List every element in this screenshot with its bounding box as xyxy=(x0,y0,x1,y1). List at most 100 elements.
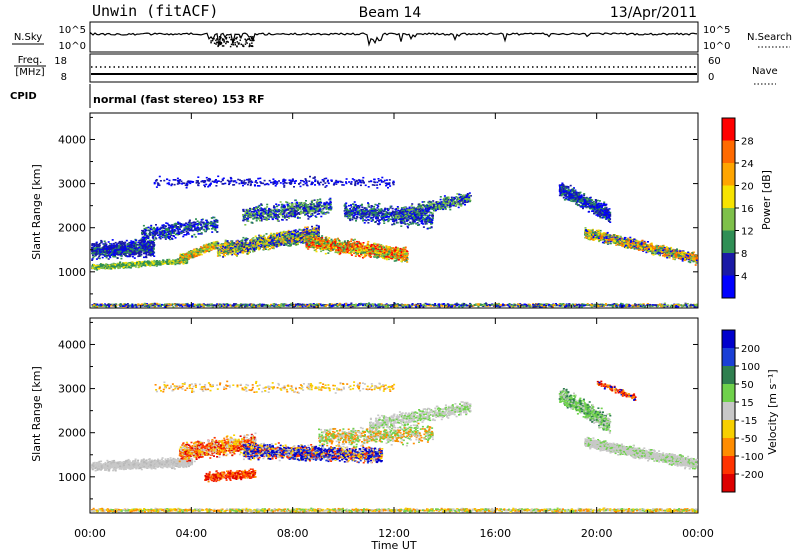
data-pixel xyxy=(329,197,332,200)
data-pixel xyxy=(140,264,143,266)
data-pixel xyxy=(165,229,168,232)
data-pixel xyxy=(102,246,105,249)
data-pixel xyxy=(265,219,268,221)
data-pixel xyxy=(131,241,134,243)
data-pixel xyxy=(123,242,126,245)
data-pixel xyxy=(197,229,200,231)
data-pixel xyxy=(275,245,278,248)
data-pixel xyxy=(117,267,120,270)
data-pixel xyxy=(196,249,199,251)
data-pixel xyxy=(151,260,153,263)
data-pixel xyxy=(109,247,112,249)
data-pixel xyxy=(208,222,211,224)
data-pixel xyxy=(107,267,110,270)
data-pixel xyxy=(248,213,251,216)
data-pixel xyxy=(290,215,293,218)
data-pixel xyxy=(217,248,220,250)
data-pixel xyxy=(269,214,272,217)
data-pixel xyxy=(179,254,182,257)
data-pixel xyxy=(298,228,301,231)
data-pixel xyxy=(244,249,247,252)
data-pixel xyxy=(276,208,279,211)
data-pixel xyxy=(261,241,264,243)
data-pixel xyxy=(193,252,195,254)
data-pixel xyxy=(100,247,103,250)
data-pixel xyxy=(184,261,187,263)
data-pixel xyxy=(261,244,264,246)
data-pixel xyxy=(142,262,145,265)
data-pixel xyxy=(104,253,107,256)
data-pixel xyxy=(301,232,304,234)
data-pixel xyxy=(180,258,183,260)
data-pixel xyxy=(307,209,310,211)
data-pixel xyxy=(168,260,171,262)
data-pixel xyxy=(119,261,121,264)
data-pixel xyxy=(167,231,170,233)
noise-search-dot xyxy=(231,41,234,44)
data-pixel xyxy=(153,226,156,229)
data-pixel xyxy=(198,221,201,224)
data-pixel xyxy=(260,239,263,241)
data-pixel xyxy=(163,262,166,265)
data-pixel xyxy=(134,263,137,265)
data-pixel xyxy=(157,263,160,266)
data-pixel xyxy=(280,237,283,239)
data-pixel xyxy=(247,210,250,212)
data-pixel xyxy=(177,221,180,224)
data-pixel xyxy=(303,231,306,234)
data-pixel xyxy=(153,239,156,241)
data-pixel xyxy=(283,231,286,233)
data-pixel xyxy=(300,201,303,204)
data-pixel xyxy=(116,244,119,247)
data-pixel xyxy=(193,225,196,227)
data-pixel xyxy=(91,258,94,260)
data-pixel xyxy=(243,244,246,246)
data-pixel xyxy=(111,239,114,241)
data-pixel xyxy=(201,225,204,228)
data-pixel xyxy=(211,226,214,229)
data-pixel xyxy=(142,247,144,250)
data-pixel xyxy=(320,202,323,204)
data-pixel xyxy=(147,243,149,245)
data-pixel xyxy=(243,249,245,252)
data-pixel xyxy=(259,238,262,241)
data-pixel xyxy=(293,229,296,232)
data-pixel xyxy=(267,243,270,246)
data-pixel xyxy=(270,234,272,237)
data-pixel xyxy=(244,242,247,245)
data-pixel xyxy=(192,251,194,253)
data-pixel xyxy=(311,210,314,212)
noise-search-dot xyxy=(219,42,222,45)
data-pixel xyxy=(139,239,142,242)
data-pixel xyxy=(281,204,284,206)
data-pixel xyxy=(131,251,134,254)
data-pixel xyxy=(283,210,286,213)
data-pixel xyxy=(253,249,256,252)
data-pixel xyxy=(194,252,197,255)
data-pixel xyxy=(257,247,259,249)
data-pixel xyxy=(119,243,122,245)
data-pixel xyxy=(298,241,301,243)
data-pixel xyxy=(182,259,185,262)
data-pixel xyxy=(185,255,188,257)
data-pixel xyxy=(285,231,288,233)
data-pixel xyxy=(129,253,132,256)
data-pixel xyxy=(306,212,309,214)
data-pixel xyxy=(204,230,207,233)
data-pixel xyxy=(283,217,286,219)
data-pixel xyxy=(136,263,139,266)
data-pixel xyxy=(190,224,193,226)
noise-right-tick-top: 10^5 xyxy=(703,25,730,36)
data-pixel xyxy=(145,254,148,256)
data-pixel xyxy=(190,229,193,232)
data-pixel xyxy=(171,226,174,228)
data-pixel xyxy=(128,263,131,266)
data-pixel xyxy=(222,245,225,248)
data-pixel xyxy=(134,266,137,268)
data-pixel xyxy=(98,255,101,258)
data-pixel xyxy=(257,241,259,244)
data-pixel xyxy=(216,224,219,227)
data-pixel xyxy=(205,250,208,252)
data-pixel xyxy=(298,213,301,215)
data-pixel xyxy=(272,234,275,236)
